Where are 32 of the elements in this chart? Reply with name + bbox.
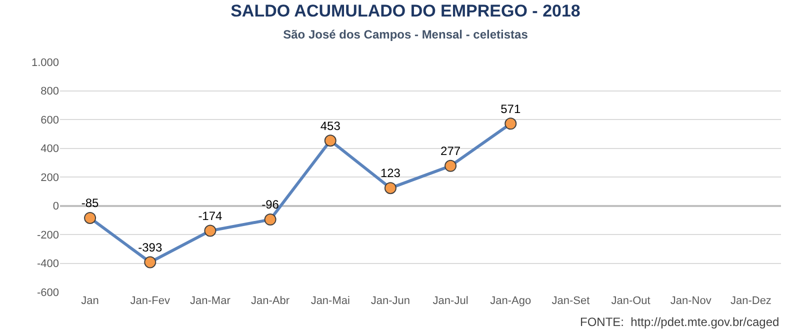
data-label: -174 [198, 208, 223, 223]
data-label: 123 [380, 166, 401, 180]
chart-subtitle: São José dos Campos - Mensal - celetistas [283, 28, 528, 42]
y-tick-label: 1.000 [31, 56, 59, 69]
y-tick-label: 0 [52, 200, 59, 213]
source-note: FONTE: http://pdet.mte.gov.br/caged [580, 315, 780, 329]
data-label: -85 [81, 196, 100, 210]
y-tick-label: -400 [36, 258, 59, 270]
x-tick-label: Jan-Ago [490, 295, 532, 307]
x-tick-label: Jan [81, 295, 99, 307]
y-tick-label: -200 [36, 229, 59, 242]
x-tick-label: Jan-Mai [310, 295, 350, 307]
data-label: 277 [440, 144, 461, 158]
x-tick-label: Jan-Abr [251, 295, 290, 307]
x-tick-label: Jan-Jul [432, 295, 468, 307]
data-label: -393 [138, 240, 162, 254]
y-tick-label: 200 [40, 172, 59, 184]
y-tick-label: 800 [40, 86, 59, 98]
data-label: -96 [262, 198, 280, 212]
x-tick-label: Jan-Mar [190, 295, 231, 307]
x-tick-label: Jan-Fev [130, 295, 170, 307]
x-tick-label: Jan-Nov [670, 295, 712, 307]
x-tick-label: Jan-Jun [370, 295, 410, 307]
y-tick-label: 600 [40, 114, 59, 126]
data-label: 453 [320, 118, 341, 133]
x-tick-label: Jan-Dez [730, 295, 772, 307]
y-tick-label: -600 [36, 286, 59, 299]
x-tick-label: Jan-Set [552, 295, 590, 307]
data-label: 571 [500, 102, 521, 116]
x-tick-label: Jan-Out [611, 295, 650, 307]
chart-title: SALDO ACUMULADO DO EMPREGO - 2018 [230, 2, 580, 21]
y-tick-label: 400 [40, 143, 59, 156]
